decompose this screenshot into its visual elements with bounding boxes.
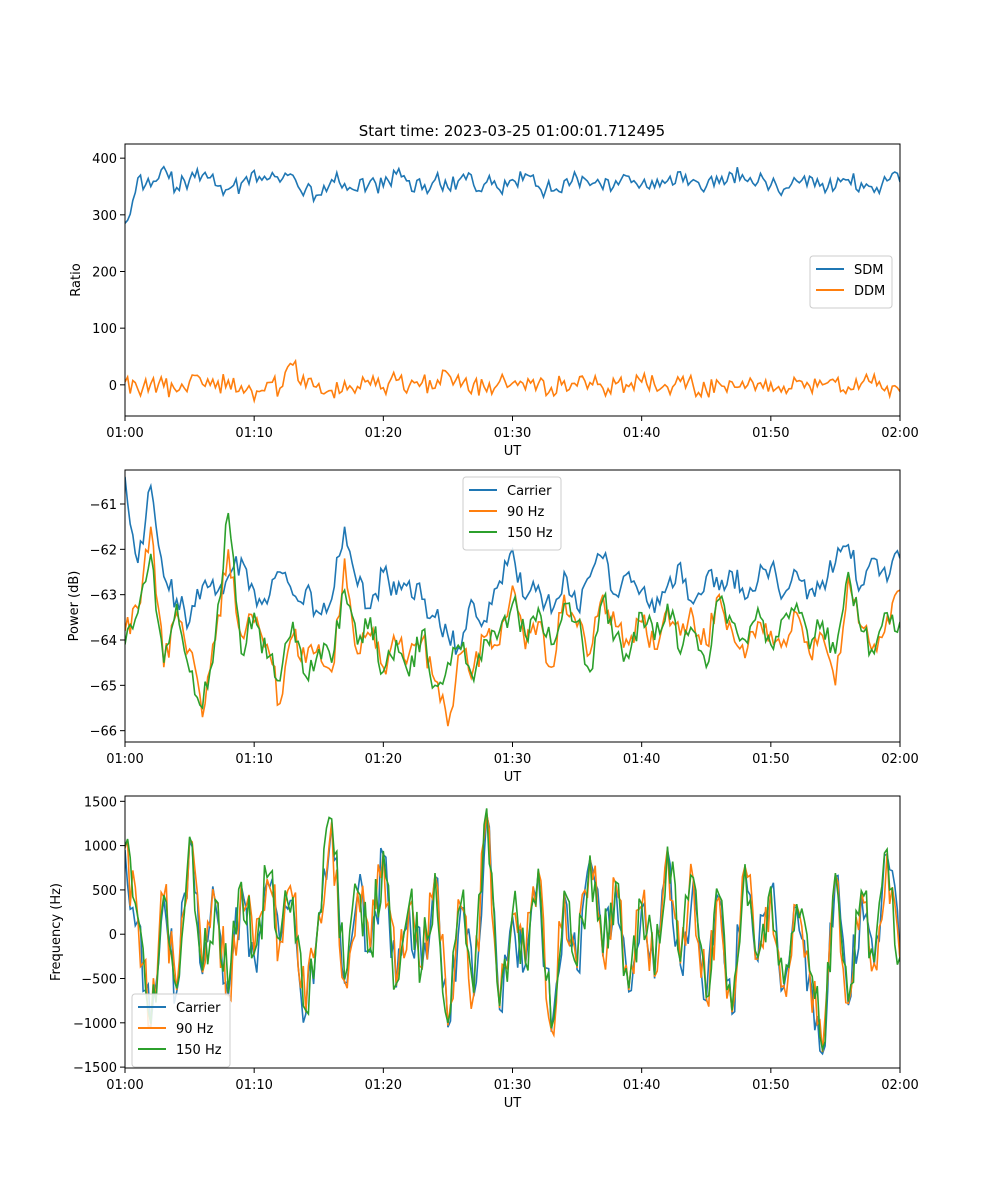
y-tick-label: −66	[90, 725, 117, 740]
y-tick-label: 400	[92, 152, 117, 167]
x-tick-label: 01:30	[494, 426, 531, 441]
series-line-ddm	[125, 358, 900, 404]
x-tick-label: 01:40	[623, 1078, 660, 1093]
x-tick-label: 02:00	[881, 426, 918, 441]
legend-label: Carrier	[507, 484, 552, 499]
y-tick-label: −500	[81, 973, 117, 988]
x-tick-label: 01:30	[494, 752, 531, 767]
series-line-150-hz	[125, 512, 900, 710]
series-line-90-hz	[125, 526, 900, 727]
figure-title: Start time: 2023-03-25 01:00:01.712495	[359, 122, 665, 140]
y-tick-label: 0	[109, 379, 117, 394]
y-tick-label: −65	[90, 679, 117, 694]
legend-label: Carrier	[176, 1001, 221, 1016]
chart-panel-1: 01:00 01:10 01:20 01:30 01:40 01:50 02:00 0 100 2…	[69, 143, 919, 459]
y-tick-label: −64	[90, 634, 117, 649]
legend-label: SDM	[854, 263, 883, 278]
x-tick-label: 01:50	[752, 426, 789, 441]
legend-label: 150 Hz	[176, 1043, 222, 1058]
x-tick-label: 01:00	[106, 752, 143, 767]
y-axis-label: Power (dB)	[67, 571, 82, 642]
x-axis-label: UT	[504, 1096, 522, 1111]
legend: Carrier 90 Hz 150 Hz	[131, 993, 231, 1068]
x-tick-label: 01:40	[623, 752, 660, 767]
legend: SDM DDM	[809, 255, 893, 309]
y-tick-label: −1500	[73, 1061, 117, 1076]
x-tick-label: 01:10	[235, 752, 272, 767]
legend-label: 150 Hz	[507, 526, 553, 541]
x-tick-label: 01:50	[752, 1078, 789, 1093]
y-axis-label: Frequency (Hz)	[49, 883, 64, 981]
x-tick-label: 01:50	[752, 752, 789, 767]
x-axis-label: UT	[504, 444, 522, 459]
chart-panel-2: 01:00 01:10 01:20 01:30 01:40 01:50 02:00 −61 −6…	[67, 469, 919, 785]
x-tick-label: 01:20	[365, 1078, 402, 1093]
legend-label: 90 Hz	[176, 1022, 213, 1037]
series-line-sdm	[125, 165, 900, 224]
y-tick-label: 1500	[84, 795, 117, 810]
x-tick-label: 02:00	[881, 1078, 918, 1093]
y-tick-label: 300	[92, 209, 117, 224]
y-tick-label: 200	[92, 266, 117, 281]
series-line-150-hz	[125, 808, 900, 1053]
y-tick-label: 0	[109, 928, 117, 943]
chart-panel-3: 01:00 01:10 01:20 01:30 01:40 01:50 02:00 −1500…	[49, 795, 919, 1111]
legend: Carrier 90 Hz 150 Hz	[462, 476, 562, 551]
x-tick-label: 01:00	[106, 426, 143, 441]
y-tick-label: 500	[92, 884, 117, 899]
x-tick-label: 01:10	[235, 1078, 272, 1093]
x-tick-label: 01:30	[494, 1078, 531, 1093]
x-tick-label: 01:00	[106, 1078, 143, 1093]
y-axis-label: Ratio	[69, 263, 84, 296]
panels: 01:00 01:10 01:20 01:30 01:40 01:50 02:00 0 100 2…	[49, 143, 919, 1111]
y-tick-label: −62	[90, 543, 117, 558]
x-tick-label: 01:10	[235, 426, 272, 441]
y-tick-label: 1000	[84, 840, 117, 855]
y-tick-label: −1000	[73, 1017, 117, 1032]
x-tick-label: 01:20	[365, 426, 402, 441]
y-tick-label: 100	[92, 322, 117, 337]
legend-label: DDM	[854, 284, 885, 299]
y-tick-label: −61	[90, 498, 117, 513]
x-tick-label: 02:00	[881, 752, 918, 767]
x-tick-label: 01:20	[365, 752, 402, 767]
x-axis-label: UT	[504, 770, 522, 785]
y-tick-label: −63	[90, 589, 117, 604]
x-tick-label: 01:40	[623, 426, 660, 441]
legend-label: 90 Hz	[507, 505, 544, 520]
